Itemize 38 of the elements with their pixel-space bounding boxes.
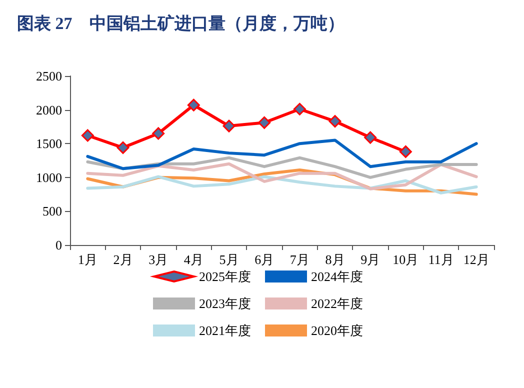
point (328, 115, 342, 128)
point (152, 127, 165, 140)
y-tick-label: 500 (42, 204, 62, 219)
x-tick-label: 11月 (428, 252, 454, 267)
legend-label: 2020年度 (311, 323, 363, 338)
chart-title: 图表 27 中国铝土矿进口量（月度，万吨） (17, 14, 344, 33)
legend-label: 2024年度 (311, 269, 363, 284)
x-tick-label: 8月 (325, 252, 345, 267)
legend-label: 2023年度 (199, 296, 251, 311)
legend-label: 2025年度 (199, 269, 251, 284)
x-tick-label: 10月 (392, 252, 419, 267)
point (258, 116, 271, 129)
x-tick-label: 7月 (290, 252, 310, 267)
line-series (86, 175, 478, 194)
line-series (86, 162, 478, 190)
x-tick-label: 2月 (113, 252, 133, 267)
y-tick-label: 1000 (36, 170, 62, 185)
point (81, 129, 94, 142)
y-tick-label: 2500 (36, 68, 62, 84)
point (293, 102, 306, 116)
x-tick-label: 9月 (360, 252, 380, 267)
y-tick-label: 2000 (36, 102, 62, 118)
y-tick-label: 1500 (36, 136, 62, 152)
y-tick-label: 0 (56, 238, 62, 252)
point (399, 145, 412, 158)
point (222, 120, 236, 132)
x-tick-label: 1月 (78, 252, 98, 267)
x-tick-label: 3月 (148, 252, 168, 267)
point (116, 141, 130, 154)
x-tick-label: 5月 (219, 252, 239, 267)
x-tick-label: 4月 (184, 252, 204, 267)
point (187, 98, 200, 112)
x-tick-label: 6月 (254, 252, 274, 267)
x-tick-label: 12月 (463, 252, 490, 267)
point (364, 131, 377, 144)
legend-label: 2022年度 (311, 296, 363, 311)
line-series (86, 138, 478, 170)
legend-label: 2021年度 (199, 323, 251, 338)
